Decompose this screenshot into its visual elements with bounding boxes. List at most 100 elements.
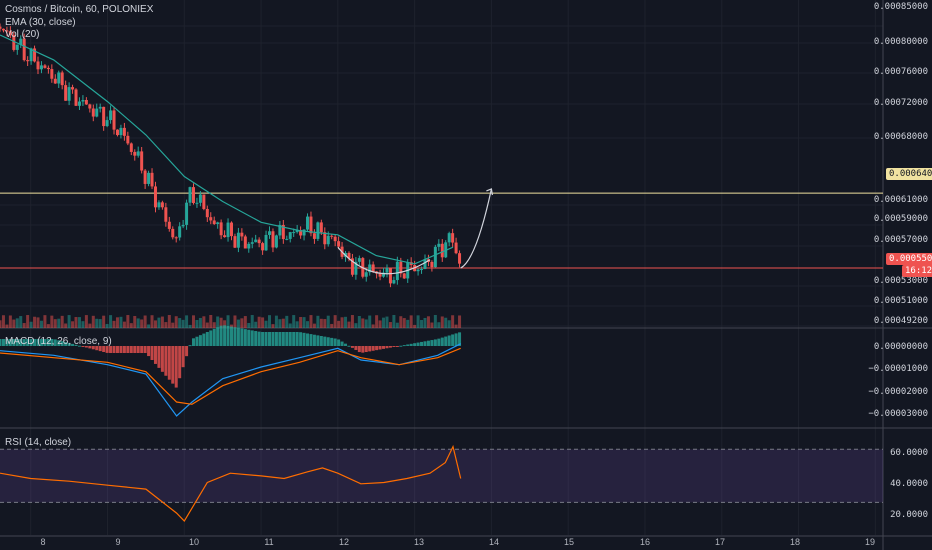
volume-bar bbox=[385, 316, 389, 328]
volume-bar bbox=[454, 324, 458, 328]
candle-body bbox=[416, 269, 420, 272]
price-tick: 0.00085000 bbox=[873, 2, 928, 12]
volume-bar bbox=[430, 322, 434, 328]
candle-body bbox=[119, 127, 123, 136]
macd-histogram-bar bbox=[216, 327, 220, 346]
volume-bar bbox=[364, 319, 368, 328]
candle-body bbox=[247, 243, 251, 249]
volume-bar bbox=[57, 318, 61, 328]
volume-bar bbox=[39, 320, 43, 328]
candle-body bbox=[133, 151, 137, 156]
volume-bar bbox=[136, 318, 140, 328]
macd-histogram-bar bbox=[5, 339, 9, 346]
candle-body bbox=[167, 221, 171, 229]
macd-histogram-bar bbox=[157, 346, 161, 368]
time-tick: 9 bbox=[115, 537, 121, 547]
volume-bar bbox=[160, 316, 164, 328]
candle-body bbox=[136, 151, 140, 156]
candle-body bbox=[181, 224, 185, 227]
volume-bar bbox=[119, 316, 123, 328]
price-tick: 0.00059000 bbox=[873, 214, 928, 224]
macd-tick: 0.00000000 bbox=[873, 342, 928, 352]
volume-bar bbox=[174, 316, 178, 328]
macd-histogram-bar bbox=[219, 325, 223, 346]
macd-histogram-bar bbox=[278, 332, 282, 346]
candle-body bbox=[185, 202, 189, 225]
volume-bar bbox=[205, 322, 209, 328]
time-tick: 10 bbox=[188, 537, 200, 547]
macd-histogram-bar bbox=[316, 335, 320, 346]
macd-histogram-bar bbox=[195, 336, 199, 346]
volume-bar bbox=[361, 318, 365, 328]
macd-histogram-bar bbox=[178, 346, 182, 379]
candle-body bbox=[36, 61, 40, 70]
macd-legend: MACD (12, 26, close, 9) bbox=[5, 336, 112, 347]
macd-histogram-bar bbox=[420, 341, 424, 346]
volume-bar bbox=[0, 320, 2, 328]
volume-bar bbox=[5, 324, 9, 328]
volume-bar bbox=[26, 315, 30, 328]
volume-bar bbox=[323, 319, 327, 328]
macd-histogram-bar bbox=[81, 346, 85, 347]
volume-bar bbox=[302, 317, 306, 328]
macd-histogram-bar bbox=[416, 342, 420, 346]
volume-bar bbox=[257, 316, 261, 328]
candle-body bbox=[312, 233, 316, 239]
macd-histogram-bar bbox=[198, 335, 202, 346]
candle-body bbox=[268, 231, 272, 235]
volume-bar bbox=[8, 315, 12, 328]
time-tick: 11 bbox=[264, 537, 274, 547]
macd-histogram-bar bbox=[243, 329, 247, 346]
volume-bar bbox=[74, 317, 78, 328]
candle-body bbox=[15, 44, 19, 50]
price-tick: 0.00061000 bbox=[873, 195, 928, 205]
macd-histogram-bar bbox=[423, 341, 427, 346]
macd-line bbox=[0, 343, 461, 417]
volume-bar bbox=[140, 319, 144, 328]
macd-histogram-bar bbox=[333, 338, 337, 346]
volume-bar bbox=[129, 323, 133, 328]
projection-arrow bbox=[460, 188, 492, 269]
candle-body bbox=[371, 264, 375, 272]
candle-body bbox=[174, 237, 178, 239]
countdown-tag: 16:12 bbox=[902, 265, 932, 277]
macd-histogram-bar bbox=[236, 327, 240, 346]
resistance-price-tag: 0.00064000 bbox=[886, 168, 932, 180]
candle-body bbox=[91, 108, 95, 117]
price-tick: 0.00076000 bbox=[873, 67, 928, 77]
volume-bar bbox=[178, 318, 182, 328]
candle-body bbox=[233, 236, 237, 248]
volume-bar bbox=[292, 315, 296, 328]
candle-body bbox=[198, 194, 202, 203]
volume-bar bbox=[188, 324, 192, 328]
macd-histogram-bar bbox=[223, 325, 227, 346]
macd-tick: −0.00001000 bbox=[868, 364, 928, 374]
candle-body bbox=[115, 129, 119, 136]
candle-body bbox=[84, 99, 88, 105]
candle-body bbox=[454, 242, 458, 254]
volume-bar bbox=[395, 322, 399, 328]
volume-bar bbox=[261, 317, 265, 328]
candle-body bbox=[326, 235, 330, 245]
candle-body bbox=[164, 207, 168, 222]
candle-body bbox=[378, 273, 382, 277]
rsi-legend: RSI (14, close) bbox=[5, 437, 72, 448]
macd-histogram-bar bbox=[433, 339, 437, 346]
price-tick: 0.00049200 bbox=[873, 316, 928, 326]
macd-histogram-bar bbox=[233, 327, 237, 346]
volume-bar bbox=[285, 315, 289, 328]
volume-bar bbox=[420, 320, 424, 328]
candle-body bbox=[288, 232, 292, 239]
candle-body bbox=[281, 224, 285, 240]
candle-body bbox=[57, 72, 61, 84]
volume-bar bbox=[375, 315, 379, 328]
time-tick: 12 bbox=[338, 537, 350, 547]
candle-body bbox=[458, 253, 462, 264]
volume-bar bbox=[236, 319, 240, 328]
macd-histogram-bar bbox=[164, 346, 168, 376]
volume-bar bbox=[319, 318, 323, 328]
volume-bar bbox=[171, 322, 175, 328]
volume-bar bbox=[212, 322, 216, 328]
macd-histogram-bar bbox=[181, 346, 185, 368]
